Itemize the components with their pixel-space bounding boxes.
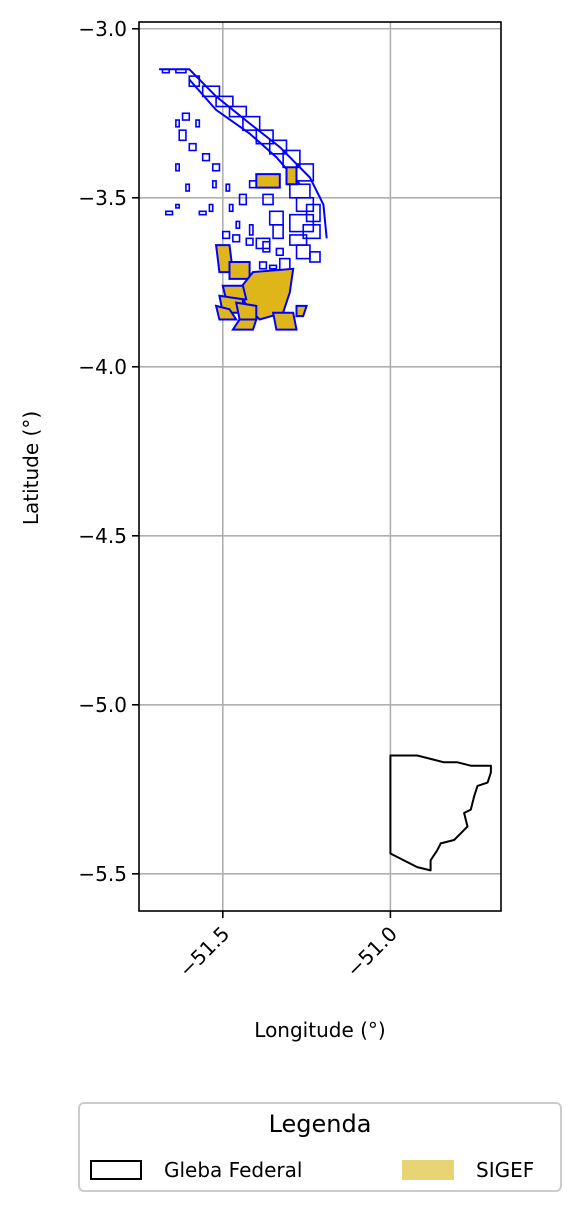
parcel-outline <box>175 203 181 209</box>
parcel-outline <box>175 119 181 128</box>
gleba-federal-swatch <box>90 1160 142 1180</box>
parcel-outline <box>268 139 288 155</box>
sigef-parcel <box>285 166 298 186</box>
y-tick-label: −4.0 <box>78 355 127 379</box>
parcel-outline <box>225 183 231 192</box>
parcel-outline <box>309 251 321 263</box>
parcel-outline <box>235 220 241 229</box>
parcel-outline <box>211 180 217 189</box>
parcel-outline <box>258 261 268 270</box>
sigef-parcel <box>214 304 239 321</box>
x-tick-label: −51.5 <box>174 922 234 982</box>
parcel-outline <box>272 224 284 240</box>
parcel-outline <box>178 129 187 142</box>
parcel-outline <box>275 247 284 257</box>
parcel-outline <box>188 78 301 185</box>
y-tick-label: −3.5 <box>78 186 127 210</box>
parcel-outlines <box>159 68 328 273</box>
parcel-outline <box>232 234 241 243</box>
axes-frame <box>138 21 502 912</box>
y-tick-label: −4.5 <box>78 524 127 548</box>
sigef-parcel <box>295 304 308 318</box>
parcel-outline <box>242 115 261 131</box>
parcel-outline <box>211 163 221 172</box>
parcel-outline <box>188 142 197 152</box>
parcel-outline <box>238 193 248 206</box>
parcel-outline <box>185 183 191 192</box>
parcel-outline <box>262 193 274 206</box>
parcel-outline <box>159 68 328 239</box>
parcel-outline <box>302 224 321 240</box>
parcel-outline <box>289 213 315 233</box>
parcel-outline <box>201 85 221 98</box>
x-tick-label: −51.0 <box>342 922 402 982</box>
sigef-parcel <box>221 284 248 301</box>
parcel-outline <box>201 153 211 162</box>
parcel-outline <box>195 119 201 128</box>
sigef-parcel <box>271 311 298 331</box>
parcel-outline <box>255 129 274 145</box>
parcel-outline <box>268 264 278 270</box>
y-tick-label: −3.0 <box>78 17 127 41</box>
legend-item-gleba-federal: Gleba Federal <box>90 1158 302 1182</box>
parcel-outline <box>181 112 191 121</box>
parcel-outline <box>228 203 234 213</box>
axes-background <box>139 22 501 911</box>
sigef-parcel <box>255 173 281 189</box>
parcel-outline <box>228 105 248 118</box>
parcel-outline <box>248 224 254 236</box>
parcel-outline <box>165 210 174 216</box>
y-tick-label: −5.5 <box>78 862 127 886</box>
x-axis-title: Longitude (°) <box>254 1018 385 1042</box>
y-tick-label: −5.0 <box>78 693 127 717</box>
sigef-parcel <box>228 261 251 280</box>
parcel-outline <box>208 203 214 213</box>
y-axis-title: Latitude (°) <box>19 411 43 525</box>
sigef-parcel <box>234 301 258 321</box>
legend-label-sigef: SIGEF <box>476 1158 535 1182</box>
parcel-outline <box>245 237 254 246</box>
gleba-federal-boundary <box>389 754 492 872</box>
parcel-outline <box>175 163 181 172</box>
sigef-parcel <box>231 318 258 331</box>
sigef-swatch <box>402 1160 454 1180</box>
parcel-outline <box>262 240 271 253</box>
parcel-outline <box>221 230 231 240</box>
parcel-outline <box>215 95 234 108</box>
map-layers <box>159 68 492 872</box>
sigef-layer <box>214 166 308 331</box>
legend-label-gleba-federal: Gleba Federal <box>164 1158 303 1182</box>
legend-item-sigef: SIGEF <box>402 1158 534 1182</box>
legend: Legenda Gleba Federal SIGEF <box>78 1102 562 1192</box>
legend-title: Legenda <box>268 1110 372 1138</box>
parcel-outline <box>198 210 207 216</box>
